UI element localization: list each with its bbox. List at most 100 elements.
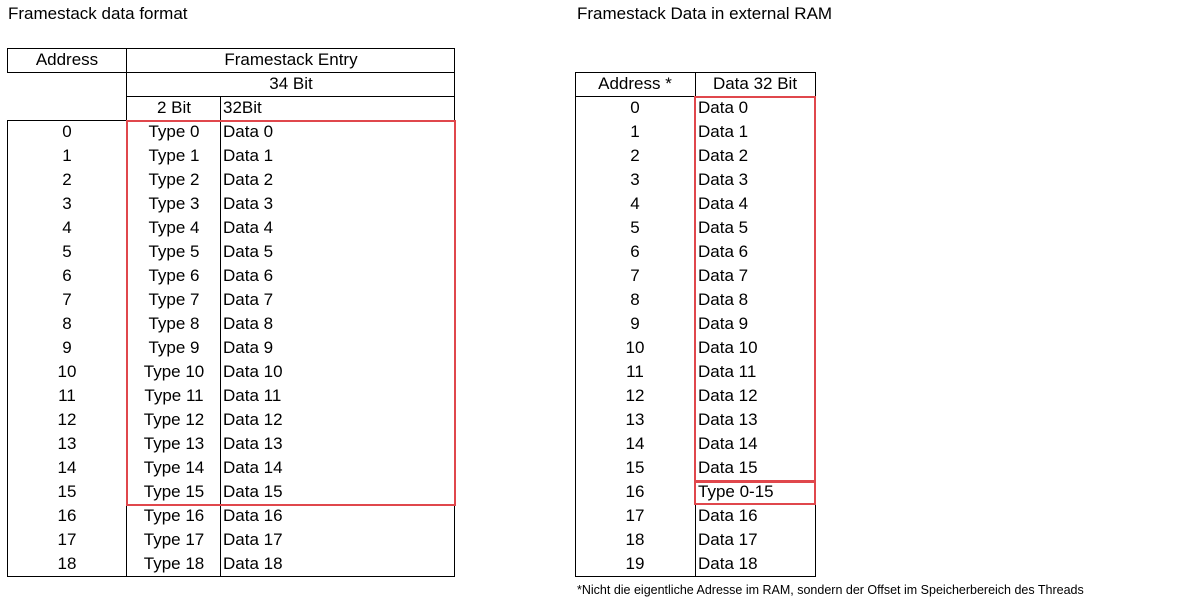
left-row-data: Data 4 — [223, 218, 274, 237]
left-row-address: 2 — [62, 170, 72, 189]
left-row-address: 0 — [62, 122, 72, 141]
left-header-address: Address — [35, 50, 99, 69]
left-row-data: Data 10 — [223, 362, 283, 381]
left-row-data: Data 0 — [223, 122, 274, 141]
left-row-address: 7 — [62, 290, 72, 309]
left-row-type: Type 17 — [143, 530, 205, 549]
left-row-data: Data 6 — [223, 266, 274, 285]
left-row-address: 10 — [57, 362, 77, 381]
left-highlight-box — [126, 120, 456, 506]
right-row-address: 3 — [630, 170, 640, 189]
left-line-v-type — [220, 96, 221, 577]
left-header-entry: Framestack Entry — [224, 50, 358, 69]
left-header-width: 34 Bit — [269, 74, 313, 93]
right-row-data: Data 6 — [698, 242, 749, 261]
left-row-data: Data 18 — [223, 554, 283, 573]
right-row-data: Data 11 — [698, 362, 757, 381]
left-row-address: 1 — [62, 146, 72, 165]
right-row-data: Data 15 — [698, 458, 758, 477]
left-row-address: 16 — [57, 506, 77, 525]
left-row-address: 18 — [57, 554, 77, 573]
right-row-address: 9 — [630, 314, 640, 333]
left-row-data: Data 8 — [223, 314, 274, 333]
right-row-address: 18 — [625, 530, 645, 549]
right-row-data: Data 10 — [698, 338, 758, 357]
left-row-data: Data 12 — [223, 410, 283, 429]
right-row-address: 6 — [630, 242, 640, 261]
left-row-type: Type 9 — [148, 338, 200, 357]
right-title: Framestack Data in external RAM — [577, 4, 833, 23]
left-row-type: Type 8 — [148, 314, 200, 333]
right-row-data: Data 5 — [698, 218, 749, 237]
left-row-type: Type 0 — [148, 122, 200, 141]
left-line-bottom — [7, 576, 455, 577]
left-row-address: 9 — [62, 338, 72, 357]
left-row-data: Data 3 — [223, 194, 274, 213]
left-header-type-bits: 2 Bit — [156, 98, 192, 117]
right-row-address: 5 — [630, 218, 640, 237]
left-row-type: Type 2 — [148, 170, 200, 189]
right-row-address: 17 — [625, 506, 645, 525]
left-row-address: 15 — [57, 482, 77, 501]
right-line-v-left — [575, 72, 576, 577]
left-row-data: Data 11 — [223, 386, 282, 405]
left-row-address: 6 — [62, 266, 72, 285]
footnote: *Nicht die eigentliche Adresse im RAM, s… — [577, 583, 1084, 597]
left-title: Framestack data format — [8, 4, 188, 23]
right-row-address: 14 — [625, 434, 645, 453]
left-row-data: Data 15 — [223, 482, 283, 501]
right-row-address: 0 — [630, 98, 640, 117]
right-row-address: 13 — [625, 410, 645, 429]
right-row-address: 11 — [626, 362, 644, 381]
left-row-data: Data 1 — [223, 146, 274, 165]
right-row-data: Data 8 — [698, 290, 749, 309]
left-row-type: Type 13 — [143, 434, 205, 453]
right-row-address: 8 — [630, 290, 640, 309]
left-line-v-left-top — [7, 48, 8, 73]
right-row-address: 1 — [630, 122, 640, 141]
right-row-address: 4 — [630, 194, 640, 213]
left-row-type: Type 18 — [143, 554, 205, 573]
left-row-type: Type 10 — [143, 362, 205, 381]
right-row-address: 16 — [625, 482, 645, 501]
right-row-address: 10 — [625, 338, 645, 357]
right-row-data: Data 16 — [698, 506, 758, 525]
left-row-type: Type 14 — [143, 458, 205, 477]
right-row-data: Data 0 — [698, 98, 749, 117]
left-row-address: 11 — [58, 386, 76, 405]
left-row-data: Data 16 — [223, 506, 283, 525]
left-row-data: Data 13 — [223, 434, 283, 453]
left-row-type: Type 6 — [148, 266, 200, 285]
left-row-type: Type 1 — [148, 146, 200, 165]
right-highlight-box-type — [694, 481, 816, 505]
left-row-address: 14 — [57, 458, 77, 477]
right-row-data: Type 0-15 — [698, 482, 774, 501]
left-row-type: Type 3 — [148, 194, 200, 213]
left-line-v-left-body — [7, 120, 8, 577]
left-row-data: Data 14 — [223, 458, 283, 477]
right-row-data: Data 2 — [698, 146, 749, 165]
left-row-type: Type 12 — [143, 410, 205, 429]
right-row-data: Data 1 — [698, 122, 749, 141]
right-row-data: Data 17 — [698, 530, 758, 549]
left-row-data: Data 5 — [223, 242, 274, 261]
right-row-address: 2 — [630, 146, 640, 165]
right-row-data: Data 4 — [698, 194, 749, 213]
left-row-data: Data 9 — [223, 338, 274, 357]
left-row-type: Type 15 — [143, 482, 205, 501]
left-row-type: Type 5 — [148, 242, 200, 261]
right-row-data: Data 9 — [698, 314, 749, 333]
right-row-data: Data 12 — [698, 386, 758, 405]
right-row-address: 15 — [625, 458, 645, 477]
left-row-type: Type 4 — [148, 218, 200, 237]
left-line-header1 — [7, 72, 455, 73]
left-header-data-bits: 32Bit — [223, 98, 262, 117]
left-row-type: Type 7 — [148, 290, 200, 309]
right-row-data: Data 7 — [698, 266, 749, 285]
left-row-address: 5 — [62, 242, 72, 261]
left-row-address: 12 — [57, 410, 77, 429]
right-header-address: Address * — [598, 74, 672, 93]
left-row-address: 17 — [57, 530, 77, 549]
left-row-type: Type 16 — [143, 506, 205, 525]
right-row-address: 7 — [630, 266, 640, 285]
